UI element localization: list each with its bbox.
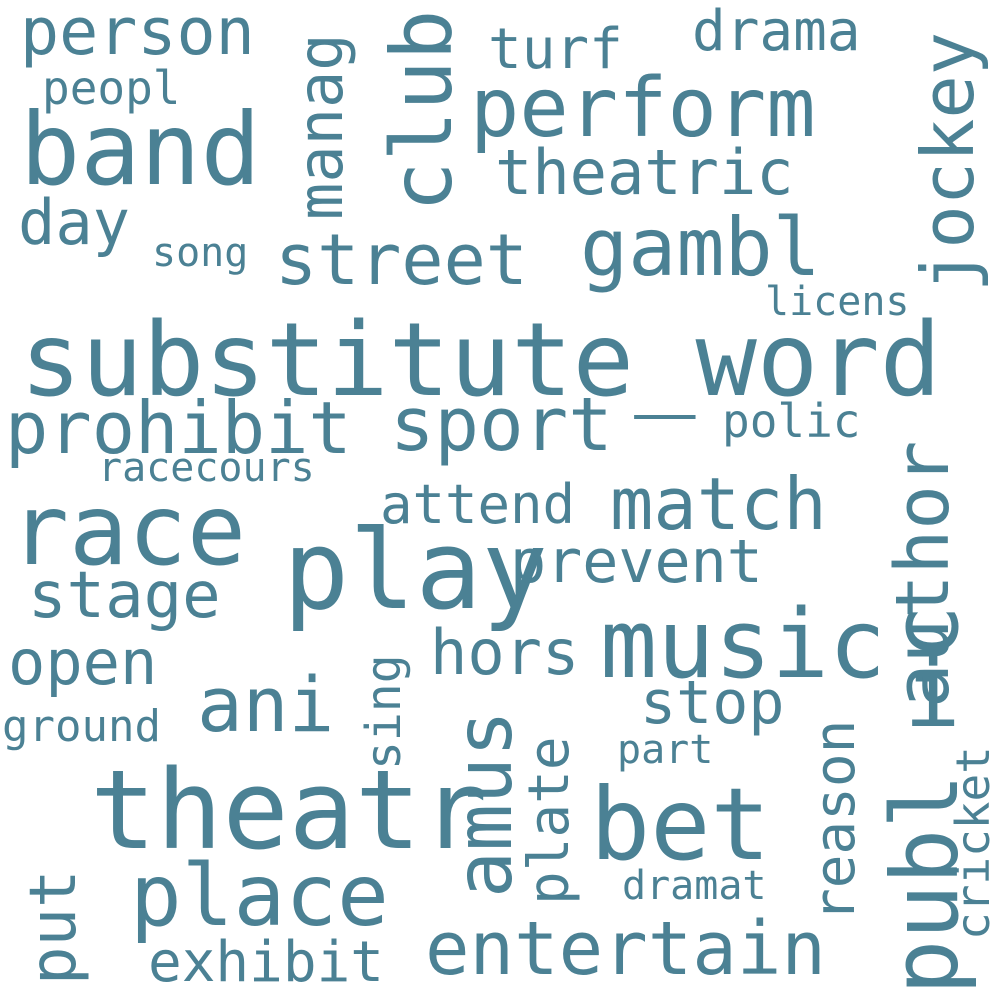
- word-theatr: theatr: [90, 746, 488, 874]
- word-street: street: [275, 219, 528, 301]
- word-sing: sing: [356, 654, 412, 770]
- word-prevent: prevent: [510, 527, 763, 597]
- word-ani: ani: [197, 660, 335, 749]
- word-hors: hors: [430, 616, 580, 689]
- word-polic: polic: [722, 394, 861, 448]
- word-part: part: [617, 727, 714, 773]
- word-exhibit: exhibit: [148, 930, 385, 995]
- word-put: put: [17, 869, 91, 985]
- word-play: play: [283, 506, 548, 634]
- word-day: day: [18, 186, 130, 259]
- word-attend: attend: [380, 473, 576, 536]
- word-racecours: racecours: [98, 445, 315, 491]
- word-turf: turf: [488, 17, 623, 82]
- word-stop: stop: [640, 668, 785, 738]
- word-bet: bet: [590, 766, 771, 883]
- word-music: music: [600, 590, 886, 700]
- word-race: race: [10, 474, 247, 588]
- word-manag: manag: [284, 33, 357, 220]
- word-dramat: dramat: [622, 863, 767, 909]
- word-licens: licens: [765, 279, 910, 325]
- word-theatric: theatric: [495, 136, 794, 209]
- word-match: match: [610, 462, 827, 546]
- word-plate: plate: [517, 736, 582, 905]
- word-prohibit: prohibit: [5, 386, 352, 470]
- word-i: i: [904, 640, 961, 749]
- word-cricket: cricket: [946, 746, 1000, 940]
- word-sport: sport: [390, 382, 613, 468]
- word-reason: reason: [803, 719, 868, 922]
- word-author: author: [880, 440, 966, 708]
- word-perform: perform: [470, 61, 816, 156]
- word-song: song: [152, 230, 249, 276]
- word-ground: ground: [2, 701, 161, 752]
- word-jockey: jockey: [906, 31, 990, 292]
- word-person: person: [20, 0, 255, 70]
- word-peopl: peopl: [42, 61, 181, 115]
- word-amus: amus: [440, 710, 530, 898]
- word-entertain: entertain: [425, 906, 826, 992]
- word-gambl: gambl: [580, 201, 821, 294]
- word-place: place: [130, 846, 389, 946]
- word-drama: drama: [692, 0, 861, 64]
- word-band: band: [20, 91, 261, 208]
- word-open: open: [8, 626, 158, 699]
- word-stage: stage: [28, 559, 221, 633]
- word-club: club: [373, 9, 471, 212]
- word-substitute-word: substitute_word: [20, 301, 942, 420]
